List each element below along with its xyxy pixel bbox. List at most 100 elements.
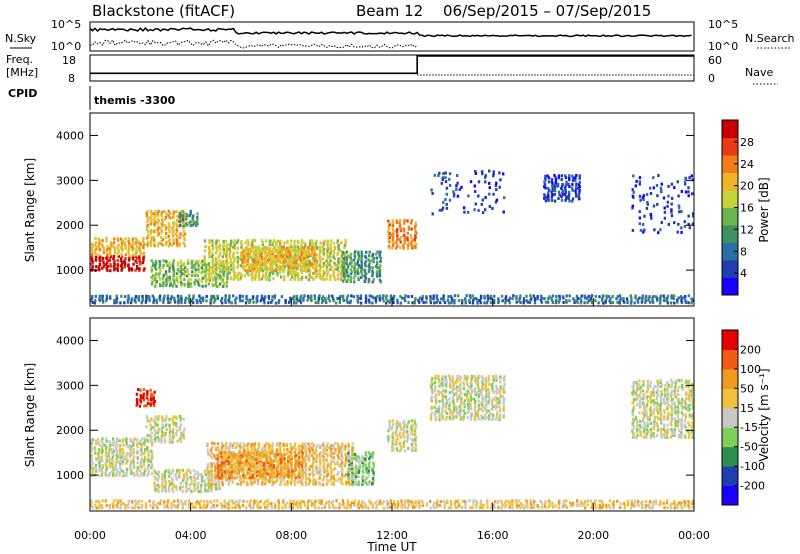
power-cell	[211, 253, 214, 257]
velocity-cell	[311, 502, 314, 505]
velocity-cell	[493, 505, 496, 509]
power-cell	[113, 267, 117, 270]
power-cell	[329, 243, 332, 247]
velocity-cell	[311, 480, 315, 484]
velocity-cell	[253, 442, 257, 446]
power-cell	[165, 212, 168, 216]
velocity-cell	[439, 500, 442, 504]
velocity-cell	[290, 448, 293, 452]
velocity-cell	[529, 504, 533, 508]
velocity-cell	[392, 437, 395, 441]
power-cell	[203, 263, 206, 267]
velocity-cell	[182, 436, 185, 440]
power-cell	[368, 268, 371, 272]
power-cell	[326, 257, 329, 261]
power-cell	[131, 237, 134, 241]
velocity-cell	[233, 462, 237, 465]
power-cell	[634, 184, 637, 188]
power-cell	[597, 301, 600, 305]
power-cell	[271, 243, 274, 247]
power-cell	[127, 241, 131, 245]
velocity-cell	[663, 506, 666, 510]
velocity-cell	[363, 501, 366, 505]
velocity-cell	[239, 483, 242, 487]
velocity-cell	[261, 446, 265, 450]
velocity-cell	[397, 502, 400, 506]
power-cell	[113, 263, 116, 267]
velocity-cell	[515, 499, 518, 503]
velocity-cell	[305, 477, 308, 481]
power-cell	[295, 256, 298, 260]
power-cell	[315, 239, 318, 243]
power-cell	[543, 193, 546, 197]
velocity-cell	[226, 463, 229, 467]
velocity-cell	[434, 418, 437, 422]
power-cell	[300, 243, 303, 247]
power-cell	[171, 232, 174, 235]
velocity-cell	[270, 468, 273, 472]
velocity-cell	[329, 450, 332, 454]
power-cell	[371, 271, 375, 275]
power-cell	[310, 248, 313, 252]
velocity-cell	[167, 470, 171, 474]
power-cell	[121, 248, 124, 252]
velocity-cell	[153, 400, 156, 403]
velocity-cell	[294, 448, 297, 451]
power-cell	[142, 239, 145, 243]
velocity-cell	[328, 506, 331, 509]
power-cell	[205, 295, 208, 298]
velocity-cell	[479, 504, 483, 508]
power-cell	[199, 300, 202, 304]
velocity-cell	[271, 446, 274, 450]
power-cell	[411, 246, 414, 250]
velocity-cell	[669, 504, 672, 508]
power-cell	[310, 249, 314, 253]
power-cell	[312, 256, 315, 259]
power-cell	[242, 256, 245, 260]
power-cell	[240, 239, 243, 243]
power-cell	[564, 191, 568, 194]
power-cell	[308, 261, 312, 265]
velocity-cell	[242, 470, 245, 474]
velocity-cell	[308, 449, 312, 453]
power-cell	[556, 184, 560, 188]
power-cell	[128, 268, 131, 272]
velocity-cell	[317, 506, 320, 510]
velocity-cell	[154, 436, 157, 440]
velocity-cell	[253, 476, 256, 480]
velocity-cell	[433, 405, 436, 409]
velocity-cell	[273, 471, 276, 475]
velocity-cell	[325, 482, 329, 486]
power-cell	[382, 294, 385, 298]
velocity-cell	[142, 388, 146, 392]
power-cell	[548, 188, 551, 192]
velocity-cell	[173, 504, 176, 508]
velocity-cell	[474, 499, 478, 503]
power-cell	[183, 262, 186, 266]
power-cell	[271, 257, 274, 261]
velocity-cell	[195, 500, 199, 504]
power-cell	[165, 278, 168, 282]
power-cell	[120, 252, 123, 256]
power-cell	[328, 261, 332, 265]
power-cell	[504, 301, 507, 305]
power-cell	[246, 258, 249, 262]
power-cell	[211, 242, 215, 245]
power-cell	[574, 176, 577, 180]
power-cell	[660, 188, 663, 192]
power-cell	[547, 195, 550, 199]
velocity-cell	[168, 440, 172, 444]
power-cell	[266, 254, 269, 258]
velocity-cell	[220, 446, 224, 450]
power-cell	[672, 294, 676, 298]
power-cell	[294, 270, 297, 273]
velocity-cell	[504, 501, 507, 505]
velocity-cell	[300, 460, 303, 464]
velocity-cell	[200, 475, 204, 479]
velocity-cell	[282, 442, 285, 446]
velocity-cell	[435, 505, 438, 509]
velocity-cell	[319, 462, 322, 466]
power-cell	[201, 276, 205, 280]
velocity-cell	[293, 483, 297, 487]
power-cell	[190, 261, 193, 265]
